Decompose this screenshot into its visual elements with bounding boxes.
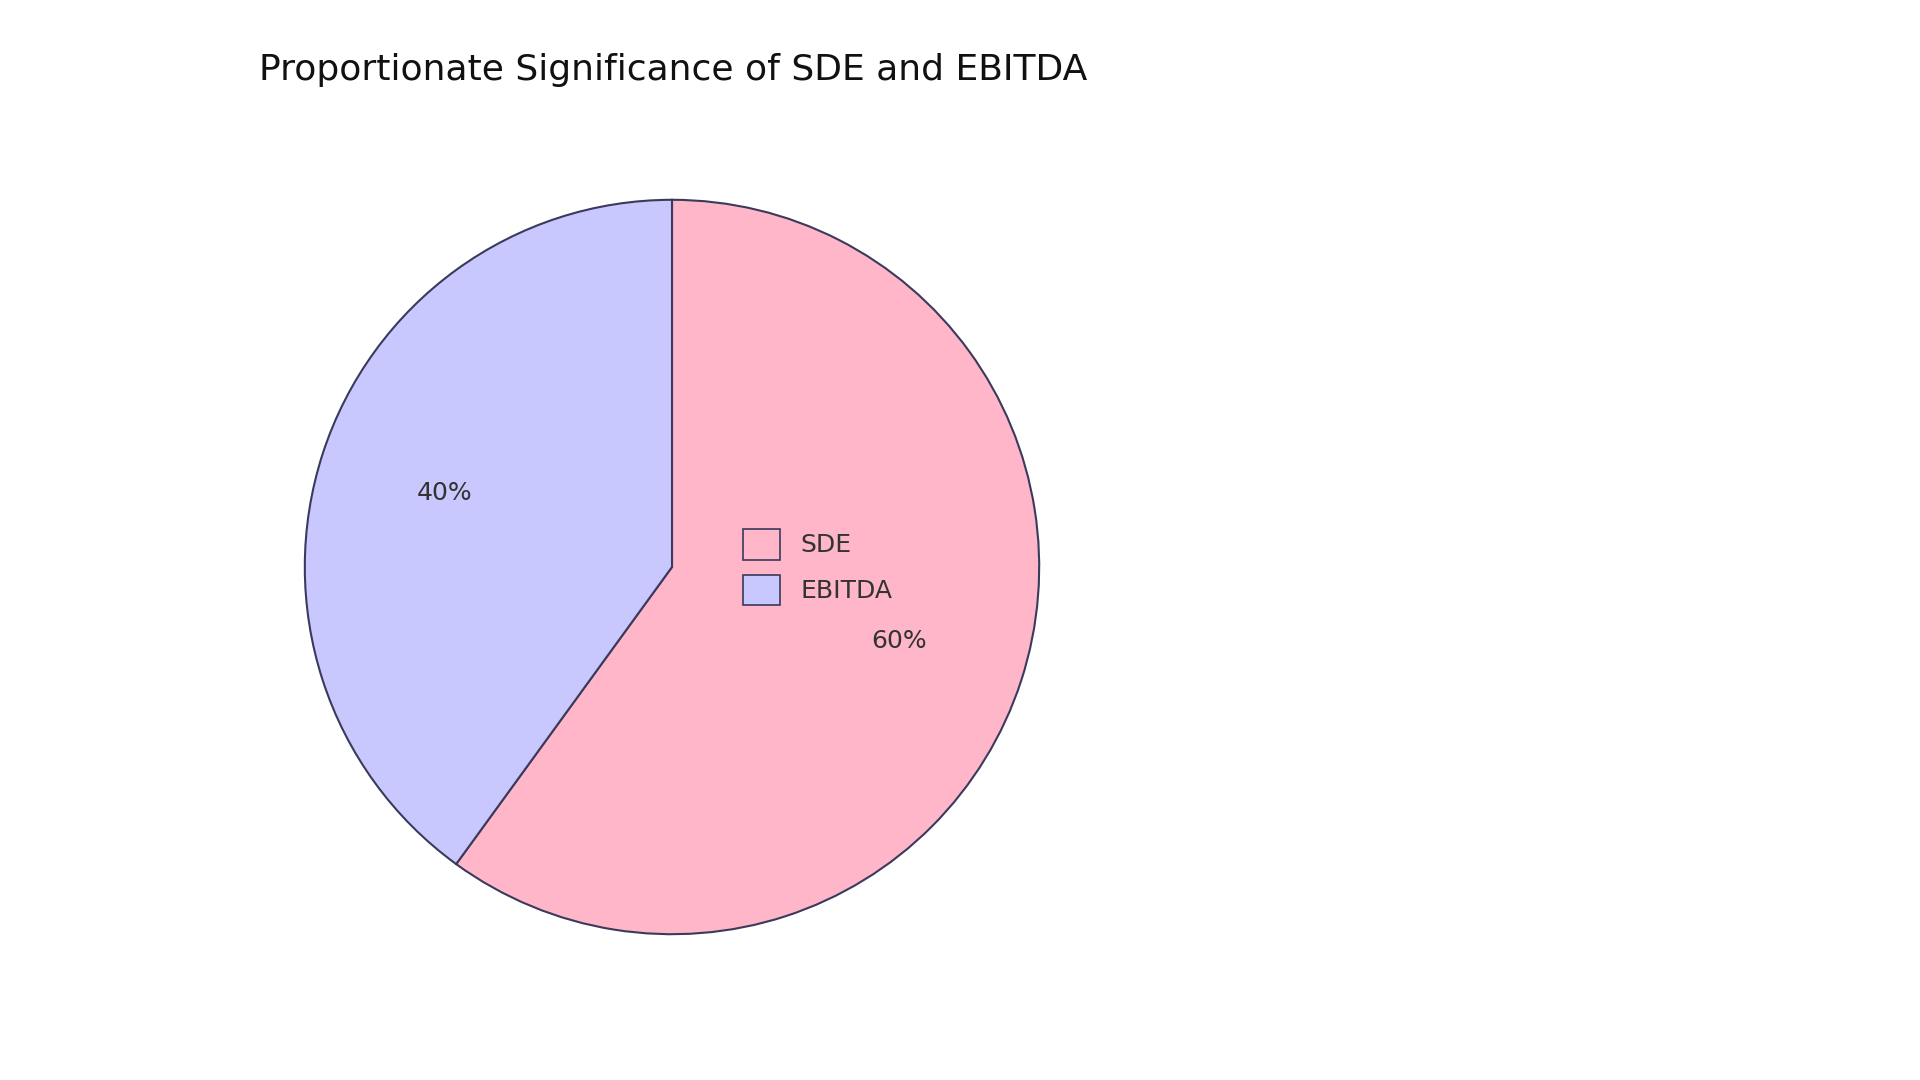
Legend: SDE, EBITDA: SDE, EBITDA [730,516,904,618]
Text: 40%: 40% [417,482,472,505]
Wedge shape [457,200,1039,934]
Wedge shape [305,200,672,864]
Text: 60%: 60% [872,629,927,652]
Text: Proportionate Significance of SDE and EBITDA: Proportionate Significance of SDE and EB… [259,53,1087,87]
